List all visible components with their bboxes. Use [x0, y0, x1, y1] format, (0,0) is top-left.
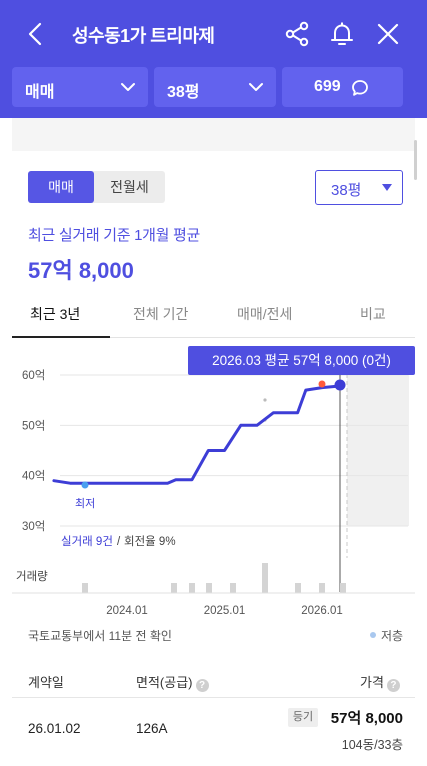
col-price: 가격?: [360, 672, 400, 692]
future-shade: [347, 374, 409, 526]
col-date: 계약일: [28, 675, 64, 690]
x-axis-ticks: 2024.01 2025.01 2026.01: [106, 605, 343, 617]
x-tick-label: 2026.01: [301, 605, 343, 617]
volume-bar: [340, 583, 346, 593]
data-source-note: 국토교통부에서 11분 전 확인: [28, 629, 172, 643]
help-icon[interactable]: ?: [386, 679, 400, 692]
share-icon[interactable]: [283, 20, 311, 48]
selected-point-marker[interactable]: [334, 379, 346, 391]
x-tick-label: 2025.01: [204, 605, 246, 617]
scrollbar[interactable]: [414, 140, 417, 180]
trade-table-header: 계약일 면적(공급)? 가격?: [12, 662, 415, 698]
row-date: 26.01.02: [28, 721, 81, 736]
average-label: 최근 실거래 기준 1개월 평균: [28, 227, 201, 244]
table-row[interactable]: 26.01.02 126A 등기 57억 8,000 104동/33층: [12, 699, 415, 766]
average-price: 57억 8,000: [28, 258, 134, 283]
caret-down-icon: [382, 184, 392, 191]
volume-bar: [171, 583, 177, 593]
volume-bar: [82, 583, 88, 593]
size-select-value: 38평: [331, 182, 362, 199]
low-point-label: 최저: [75, 497, 95, 510]
title-bar: 성수동1가 트리마제: [0, 10, 427, 58]
legend-low-floor: 저층: [381, 629, 404, 643]
low-point-marker: [81, 481, 89, 489]
volume-bar: [189, 583, 195, 593]
grid-lines: [60, 374, 408, 527]
col-area: 면적(공급)?: [136, 672, 209, 692]
price-chart[interactable]: 60억 50억 40억 30억 최저 실거래 9건 / 회전율 9% 거래량 2024…: [0, 338, 427, 628]
stats-sep: /: [117, 536, 121, 548]
chevron-down-icon: [121, 83, 135, 91]
y-tick-label: 50억: [22, 419, 45, 432]
banner-placeholder: [12, 118, 415, 151]
size-value: 38평: [167, 84, 200, 101]
trade-type-dropdown[interactable]: 매매: [12, 67, 148, 107]
chat-count: 699: [314, 78, 341, 95]
size-select[interactable]: 38평: [315, 170, 403, 205]
trade-segment: 매매 전월세: [28, 171, 165, 203]
volume-bar: [319, 583, 325, 593]
row-floor: 104동/33층: [341, 738, 403, 752]
bell-icon[interactable]: [328, 20, 356, 48]
y-tick-label: 30억: [22, 520, 45, 533]
tab-all-period[interactable]: 전체 기간: [133, 306, 189, 322]
page-title: 성수동1가 트리마제: [72, 26, 215, 46]
volume-bar: [262, 563, 268, 593]
y-tick-label: 40억: [22, 470, 45, 483]
turnover-rate: 회전율 9%: [124, 535, 176, 548]
price-series-line: [52, 384, 340, 485]
segment-sale[interactable]: 매매: [28, 171, 94, 203]
tab-compare[interactable]: 비교: [360, 306, 386, 322]
volume-bars: [82, 563, 346, 593]
scatter-point: [263, 398, 267, 402]
app-header: 성수동1가 트리마제 매매 38평 699: [0, 0, 427, 118]
tab-sale-jeonse[interactable]: 매매/전세: [237, 306, 293, 322]
size-dropdown[interactable]: 38평: [154, 67, 276, 107]
last-trade-marker: [318, 380, 326, 388]
chat-bubble-icon: [352, 80, 368, 96]
legend-dot-icon: [370, 632, 376, 638]
row-area: 126A: [136, 721, 168, 736]
registered-badge: 등기: [288, 708, 318, 727]
price-chart-svg: 60억 50억 40억 30억 최저 실거래 9건 / 회전율 9% 거래량 2024…: [12, 369, 415, 617]
volume-bar: [206, 583, 212, 593]
y-tick-label: 60억: [22, 369, 45, 382]
segment-rent[interactable]: 전월세: [110, 179, 149, 195]
help-icon[interactable]: ?: [195, 679, 209, 692]
volume-bar: [230, 583, 236, 593]
close-icon[interactable]: [374, 20, 402, 48]
volume-label: 거래량: [16, 570, 48, 583]
col-area-label: 면적(공급): [136, 675, 193, 690]
col-price-label: 가격: [360, 675, 384, 690]
active-tab-indicator: [12, 336, 110, 338]
chevron-down-icon: [249, 83, 263, 91]
row-price: 57억 8,000: [330, 710, 403, 727]
back-arrow-icon[interactable]: [22, 20, 50, 48]
chat-button[interactable]: 699: [282, 67, 403, 107]
tab-recent-3y[interactable]: 최근 3년: [30, 306, 81, 322]
chart-tooltip: 2026.03 평균 57억 8,000 (0건): [188, 346, 415, 375]
volume-bar: [295, 583, 301, 593]
trade-count: 실거래 9건: [61, 535, 113, 548]
trade-type-value: 매매: [25, 84, 55, 101]
period-tabs: 최근 3년 전체 기간 매매/전세 비교: [12, 296, 415, 338]
y-axis-ticks: 60억 50억 40억 30억: [22, 369, 45, 533]
x-tick-label: 2024.01: [106, 605, 148, 617]
